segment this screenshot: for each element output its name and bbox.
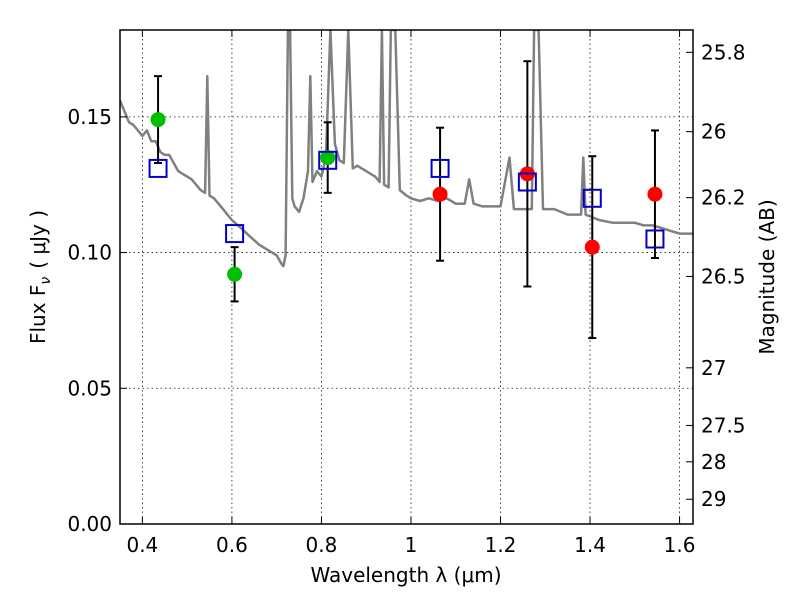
- data-point-square: [517, 172, 537, 192]
- data-point-circle: [150, 112, 166, 128]
- data-point-circle: [227, 266, 243, 282]
- data-point-circle: [584, 239, 600, 255]
- y2-axis-label: Magnitude (AB): [755, 199, 779, 354]
- data-point-circle: [320, 150, 336, 166]
- y2-tick-label: 29: [701, 487, 726, 511]
- x-tick-label: 0.6: [216, 533, 248, 557]
- data-point-square: [582, 188, 602, 208]
- y2-tick-label: 26.2: [701, 186, 746, 210]
- y2-tick-label: 27: [701, 356, 726, 380]
- data-point-square: [645, 229, 665, 249]
- data-point-square: [430, 158, 450, 178]
- x-tick-label: 0.8: [306, 533, 338, 557]
- ticks: 0.4 0.6 0.8 1 1.2 1.4 1.6 0.00 0.05 0.10 0.15 25.8 2…: [67, 30, 746, 557]
- y2-tick-label: 27.5: [701, 413, 746, 437]
- y2-tick-label: 25.8: [701, 40, 746, 64]
- data-point-square: [148, 158, 168, 178]
- x-tick-label: 0.4: [126, 533, 158, 557]
- y-axis-label-group: Flux Fν ( μJy ): [26, 210, 54, 344]
- x-tick-label: 1.6: [664, 533, 696, 557]
- x-tick-label: 1: [405, 533, 418, 557]
- y2-tick-label: 28: [701, 450, 726, 474]
- spectrum-layer: [120, 30, 693, 268]
- x-axis-label: Wavelength λ (μm): [310, 563, 501, 587]
- y-tick-label: 0.05: [67, 376, 112, 400]
- y2-tick-label: 26.5: [701, 264, 746, 288]
- data-point-circle: [432, 186, 448, 202]
- y-axis-label: Flux F: [26, 285, 50, 344]
- data-point-square: [225, 224, 245, 244]
- y-tick-label: 0.15: [67, 105, 112, 129]
- data-point-square: [318, 150, 338, 170]
- svg-text:Flux Fν( μJy ): Flux Fν ( μJy ): [26, 210, 54, 344]
- y-axis-label-unit: ( μJy ): [26, 210, 50, 269]
- data-point-circle: [647, 186, 663, 202]
- spectrum-line: [120, 30, 693, 268]
- plot-frame: [119, 29, 694, 525]
- points-layer: [148, 60, 665, 340]
- y-tick-label: 0.10: [67, 241, 112, 265]
- y-tick-label: 0.00: [67, 512, 112, 536]
- y-axis-label-subscript: ν: [38, 277, 54, 285]
- y2-tick-label: 26: [701, 120, 726, 144]
- plot-background: [120, 30, 693, 524]
- x-tick-label: 1.4: [574, 533, 606, 557]
- x-tick-label: 1.2: [485, 533, 517, 557]
